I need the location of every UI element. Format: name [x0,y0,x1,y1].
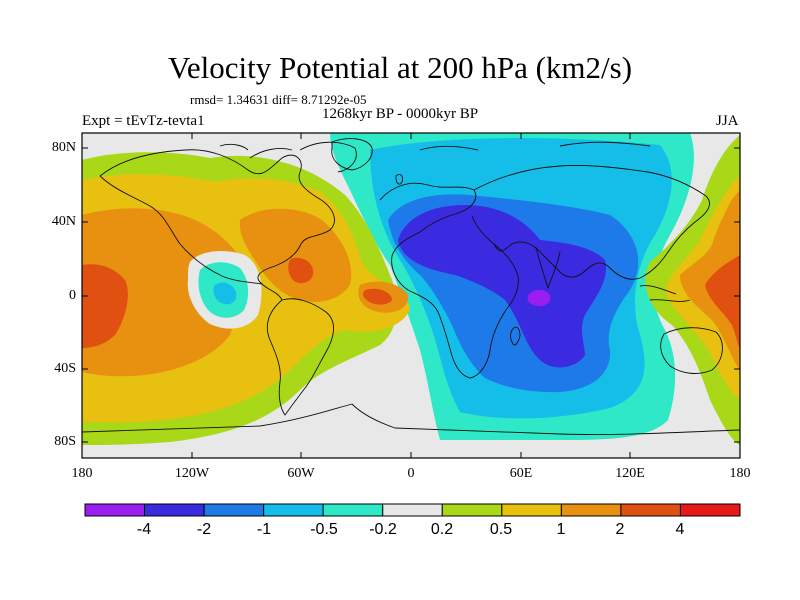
colorbar-swatch [382,503,443,517]
lon-label-180e: 180 [729,466,751,481]
period-text: 1268kyr BP - 0000kyr BP [322,106,479,122]
colorbar-swatch [203,503,265,517]
colorbar-swatch [501,503,562,517]
colorbar-swatch [679,503,741,517]
contour-neg-1-pacific [213,282,237,305]
experiment-label: Expt = tEvTz-tevta1 [82,113,205,129]
lon-label-0: 0 [407,466,415,481]
colorbar-label: -2 [196,521,212,538]
lat-label-40n: 40N [51,214,76,229]
colorbar-label: 1 [556,521,566,538]
colorbar-label: -0.5 [310,521,338,538]
axis-ticks [82,133,740,458]
season-label: JJA [716,113,739,129]
colorbar [84,503,741,517]
lat-label-80s: 80S [54,434,76,449]
colorbar-label: -1 [256,521,272,538]
contour-neg-4 [527,289,551,307]
colorbar-swatch [263,503,324,517]
stats-text: rmsd= 1.34631 diff= 8.71292e-05 [190,92,367,107]
contour-field [82,133,740,458]
contour-pos-1-wpac-north [722,190,740,252]
colorbar-swatch [441,503,503,517]
colorbar-label: 4 [675,521,685,538]
contour-neg-2 [398,205,606,368]
contour-pos-2-wpac [705,255,740,350]
colorbar-label: -0.2 [369,521,397,538]
lon-label-60w: 60W [287,466,315,481]
lon-label-120w: 120W [174,466,210,481]
lat-label-0: 0 [69,288,76,303]
colorbar-swatch [144,503,205,517]
colorbar-label: 0.5 [489,521,513,538]
lon-label-120e: 120E [615,466,645,481]
contour-pos-1 [82,208,409,377]
lat-label-80n: 80N [51,140,76,155]
coastlines [82,138,740,435]
lat-label-40s: 40S [54,361,76,376]
chart-title: Velocity Potential at 200 hPa (km2/s) [167,50,633,85]
colorbar-label: -4 [136,521,152,538]
colorbar-swatch [560,503,622,517]
colorbar-swatch [322,503,384,517]
colorbar-label: 2 [615,521,625,538]
colorbar-swatch [84,503,146,517]
lon-label-60e: 60E [509,466,533,481]
lon-label-180w: 180 [71,466,93,481]
colorbar-label: 0.2 [430,521,454,538]
colorbar-swatch [620,503,681,517]
